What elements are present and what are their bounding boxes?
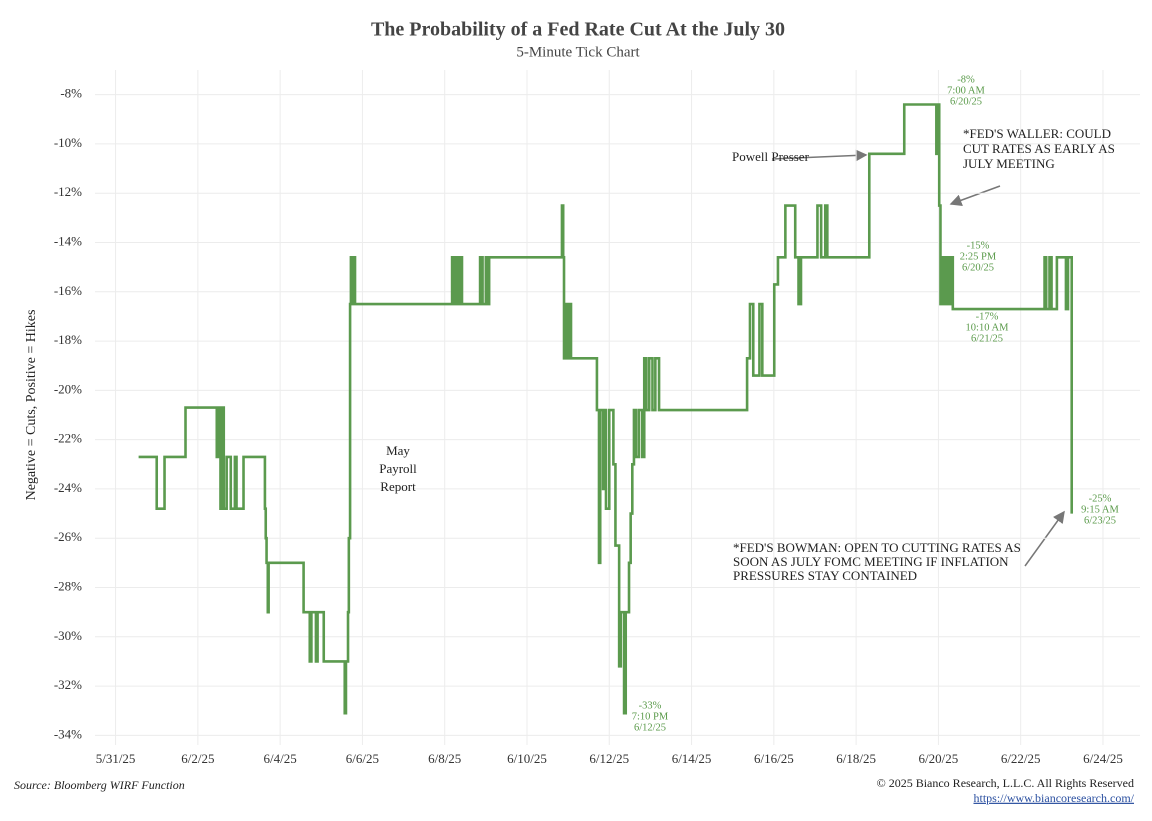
annotation: JULY MEETING [963,156,1055,171]
annotation: May [386,443,410,458]
arrow [1024,510,1065,567]
x-tick-label: 6/8/25 [428,751,461,766]
y-tick-label: -34% [54,726,82,741]
annotation: PRESSURES STAY CONTAINED [733,568,917,583]
arrow [771,149,868,162]
copyright: © 2025 Bianco Research, L.L.C. All Right… [877,776,1134,790]
annotation: 9:15 AM [1081,504,1119,515]
y-axis-label: Negative = Cuts, Positive = Hikes [24,310,39,501]
annotation: -8% [957,74,975,85]
x-tick-label: 6/2/25 [181,751,214,766]
annotation: Report [380,479,416,494]
y-tick-label: -8% [60,86,82,101]
annotation: -25% [1089,493,1112,504]
annotation: 10:10 AM [966,322,1010,333]
data-line [138,103,1073,715]
x-tick-label: 6/20/25 [919,751,959,766]
annotation: 7:10 PM [632,711,669,722]
source: Source: Bloomberg WIRF Function [14,778,185,792]
x-tick-label: 6/16/25 [754,751,794,766]
y-tick-label: -32% [54,677,82,692]
x-tick-label: 6/12/25 [589,751,629,766]
x-tick-label: 6/24/25 [1083,751,1123,766]
x-tick-label: 5/31/25 [96,751,136,766]
annotation: 7:00 AM [947,85,985,96]
y-tick-label: -18% [54,332,82,347]
arrow [949,185,1001,207]
x-tick-label: 6/18/25 [836,751,876,766]
y-tick-label: -12% [54,184,82,199]
chart-title: The Probability of a Fed Rate Cut At the… [371,19,785,41]
y-tick-label: -10% [54,135,82,150]
x-tick-label: 6/4/25 [264,751,297,766]
annotation: CUT RATES AS EARLY AS [963,141,1115,156]
annotation: *FED'S WALLER: COULD [963,126,1111,141]
annotation: 6/12/25 [634,722,666,733]
annotation: 2:25 PM [960,251,997,262]
grid [95,70,1140,745]
y-tick-label: -26% [54,529,82,544]
y-tick-label: -24% [54,480,82,495]
annotation: Powell Presser [732,149,810,164]
url[interactable]: https://www.biancoresearch.com/ [973,791,1134,805]
annotation: 6/20/25 [950,96,982,107]
y-tick-label: -14% [54,233,82,248]
y-tick-label: -22% [54,431,82,446]
annotation: *FED'S BOWMAN: OPEN TO CUTTING RATES AS [733,540,1021,555]
annotation: -33% [639,700,662,711]
annotation: 6/20/25 [962,262,994,273]
y-tick-label: -20% [54,381,82,396]
x-tick-label: 6/14/25 [672,751,712,766]
annotation: -15% [967,240,990,251]
x-tick-label: 6/10/25 [507,751,547,766]
x-tick-label: 6/6/25 [346,751,379,766]
y-tick-label: -28% [54,578,82,593]
annotation: 6/21/25 [971,333,1003,344]
y-tick-label: -30% [54,628,82,643]
chart-subtitle: 5-Minute Tick Chart [516,44,640,60]
x-tick-label: 6/22/25 [1001,751,1041,766]
annotation: SOON AS JULY FOMC MEETING IF INFLATION [733,554,1009,569]
y-tick-label: -16% [54,283,82,298]
annotation: -17% [976,311,999,322]
annotation: Payroll [379,461,417,476]
annotation: 6/23/25 [1084,515,1116,526]
